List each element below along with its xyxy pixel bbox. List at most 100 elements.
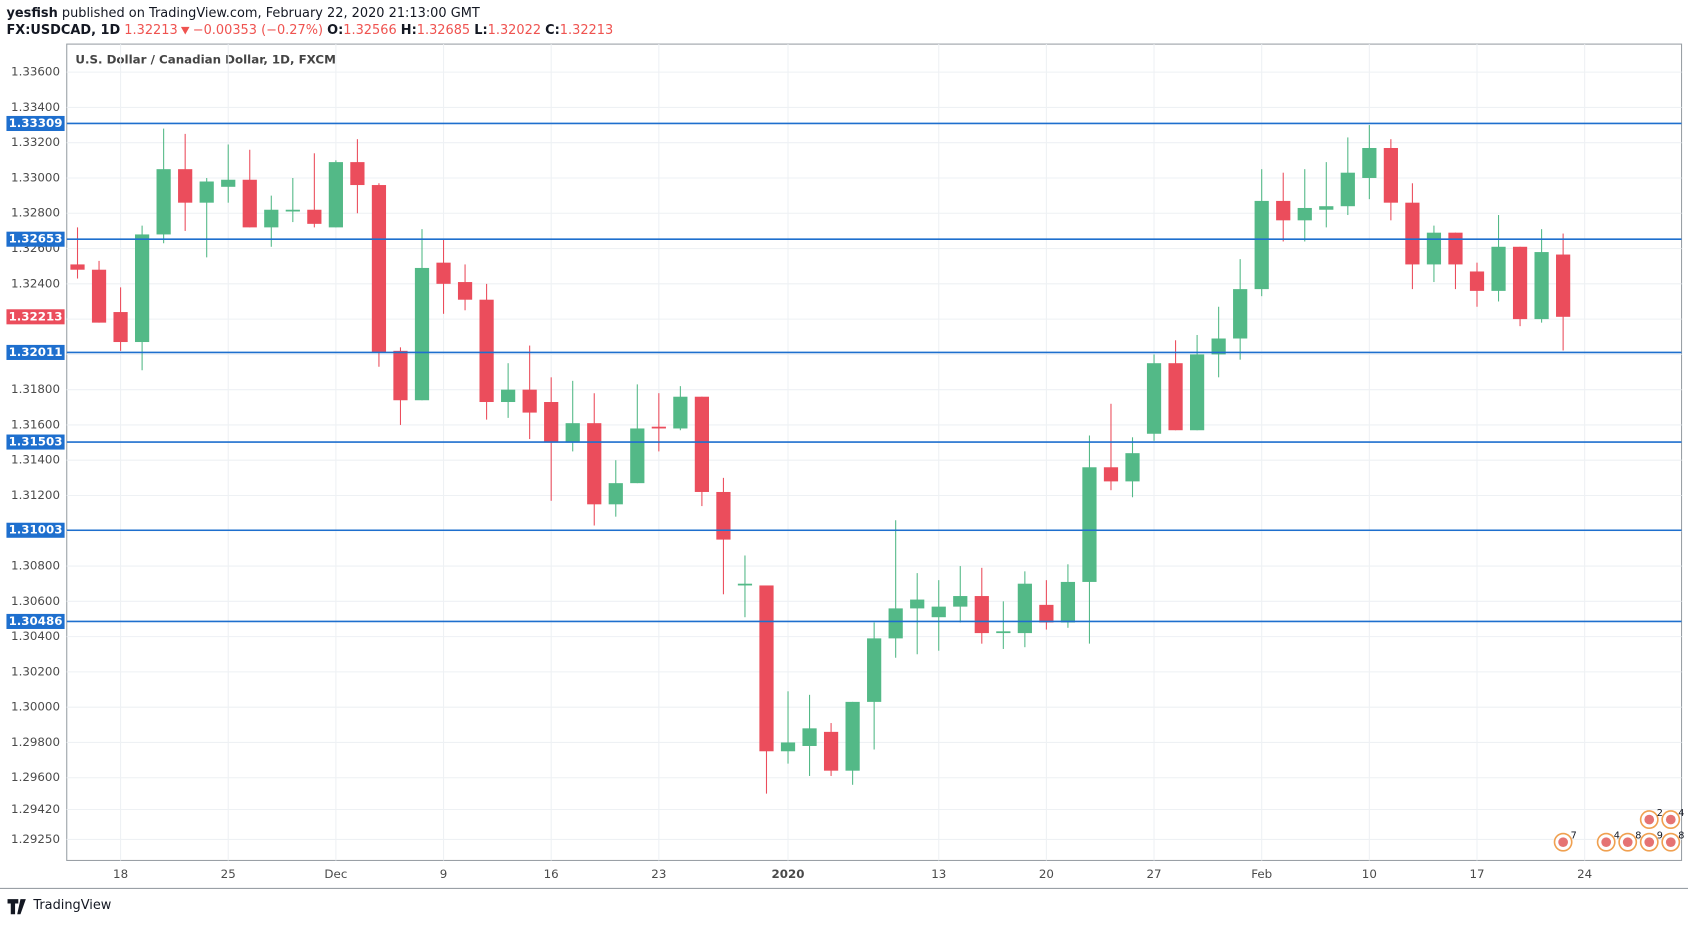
candle-body — [1082, 467, 1097, 582]
candle-body — [307, 209, 322, 224]
event-count: 4 — [1614, 831, 1620, 842]
candle-body — [1383, 147, 1398, 203]
candle-body — [91, 269, 107, 323]
candle-body — [953, 596, 968, 607]
event-count: 9 — [1657, 831, 1663, 842]
y-tick-label: 1.31200 — [11, 488, 60, 502]
ohlc-value: 1.32685 — [417, 23, 470, 38]
chart-title: U.S. Dollar / Canadian Dollar, 1D, FXCM — [75, 53, 336, 67]
level-label: 1.31503 — [9, 435, 63, 449]
x-tick-label: 13 — [931, 867, 946, 881]
x-tick-label: 27 — [1147, 867, 1162, 881]
y-tick-label: 1.33200 — [11, 135, 60, 149]
candle-body — [1491, 246, 1506, 291]
candle-body — [264, 209, 279, 228]
candle-body — [823, 731, 839, 771]
candle-body — [694, 396, 710, 492]
y-tick-label: 1.30000 — [11, 700, 60, 714]
candle-body — [544, 402, 559, 443]
candle-body — [1103, 467, 1119, 482]
event-count: 2 — [1657, 808, 1663, 819]
candle-body — [974, 596, 989, 634]
candle-body — [1534, 252, 1549, 320]
candle-body — [134, 234, 150, 343]
candle-body — [1362, 147, 1377, 178]
candle-body — [1039, 604, 1054, 623]
ohlc-value: 1.32022 — [488, 23, 541, 38]
ohlc-value: 1.32213 — [560, 23, 613, 38]
candle-body — [1276, 200, 1291, 221]
y-tick-label: 1.29600 — [11, 770, 60, 784]
x-tick-label: Feb — [1251, 867, 1272, 881]
level-tag — [6, 115, 65, 132]
candle-body — [436, 262, 451, 284]
x-tick-label: 20 — [1039, 867, 1054, 881]
candle-body — [1254, 200, 1269, 290]
labels: 1.33600 1.33400 1.33200 1.33000 1.32800 1.326… — [6, 65, 1684, 881]
candle-body — [608, 483, 623, 505]
level-tag — [6, 434, 65, 450]
level-tag — [6, 231, 65, 247]
candle-body — [1146, 363, 1162, 434]
candle-body — [737, 583, 753, 586]
x-tick-label: 9 — [440, 867, 448, 881]
ohlc-key: O: — [327, 23, 343, 38]
candle-body — [113, 312, 128, 343]
byline-text: published on TradingView.com, February 2… — [62, 5, 480, 20]
candle-body — [1426, 232, 1442, 265]
candle-body — [1189, 354, 1205, 431]
candle-body — [371, 185, 387, 353]
x-tick-label: 25 — [221, 867, 236, 881]
y-tick-label: 1.30400 — [11, 629, 60, 643]
y-tick-label: 1.30200 — [11, 664, 60, 678]
candle-body — [1297, 207, 1312, 221]
candle-body — [867, 638, 882, 702]
candle-body — [780, 742, 796, 752]
y-tick-label: 1.29420 — [11, 802, 60, 816]
y-tick-label: 1.30800 — [11, 559, 60, 573]
last-price-tag — [6, 309, 65, 325]
y-tick-label: 1.32400 — [11, 276, 60, 290]
event-flag — [1665, 837, 1676, 848]
down-arrow — [180, 26, 190, 35]
candle-body — [522, 389, 537, 413]
candle-body — [1340, 172, 1355, 207]
y-tick-label: 1.33600 — [11, 65, 60, 79]
x-tick-label: 16 — [544, 867, 559, 881]
y-tick-label: 1.31800 — [11, 382, 60, 396]
event-count: 7 — [1571, 831, 1577, 842]
candle-body — [802, 728, 817, 746]
y-tick-label: 1.31400 — [11, 453, 60, 467]
x-tick-label: 10 — [1362, 867, 1377, 881]
ohlc-key: H: — [401, 23, 417, 38]
y-tick-label: 1.30600 — [11, 594, 60, 608]
x-tick-label: 18 — [113, 867, 128, 881]
candle-body — [1469, 271, 1485, 291]
change: −0.00353 (−0.27%) — [193, 23, 323, 38]
y-tick-label: 1.29800 — [11, 735, 60, 749]
last-price-label: 1.32213 — [9, 309, 63, 323]
symbol: FX:USDCAD, 1D — [6, 23, 120, 38]
level-label: 1.32011 — [9, 345, 63, 359]
candle-body — [221, 179, 236, 187]
level-tag — [6, 613, 65, 629]
level-label: 1.33309 — [9, 116, 63, 130]
x-tick-label: 17 — [1469, 867, 1484, 881]
level-tag — [6, 344, 65, 360]
candle-body — [845, 701, 860, 771]
candle-body — [350, 162, 365, 186]
candle-body — [996, 631, 1011, 634]
candle-body — [565, 423, 580, 443]
author: yesfish — [6, 5, 57, 20]
event-flag — [1558, 837, 1568, 848]
x-tick-label: 24 — [1577, 867, 1592, 881]
candle-body — [1448, 232, 1463, 265]
y-tick-label: 1.31600 — [11, 417, 60, 431]
event-count: 8 — [1635, 831, 1641, 842]
y-tick-label: 1.33000 — [11, 170, 60, 184]
candle-body — [414, 267, 430, 401]
candle-body — [716, 491, 731, 540]
brand-logo — [7, 899, 26, 915]
candle-body — [457, 282, 473, 300]
